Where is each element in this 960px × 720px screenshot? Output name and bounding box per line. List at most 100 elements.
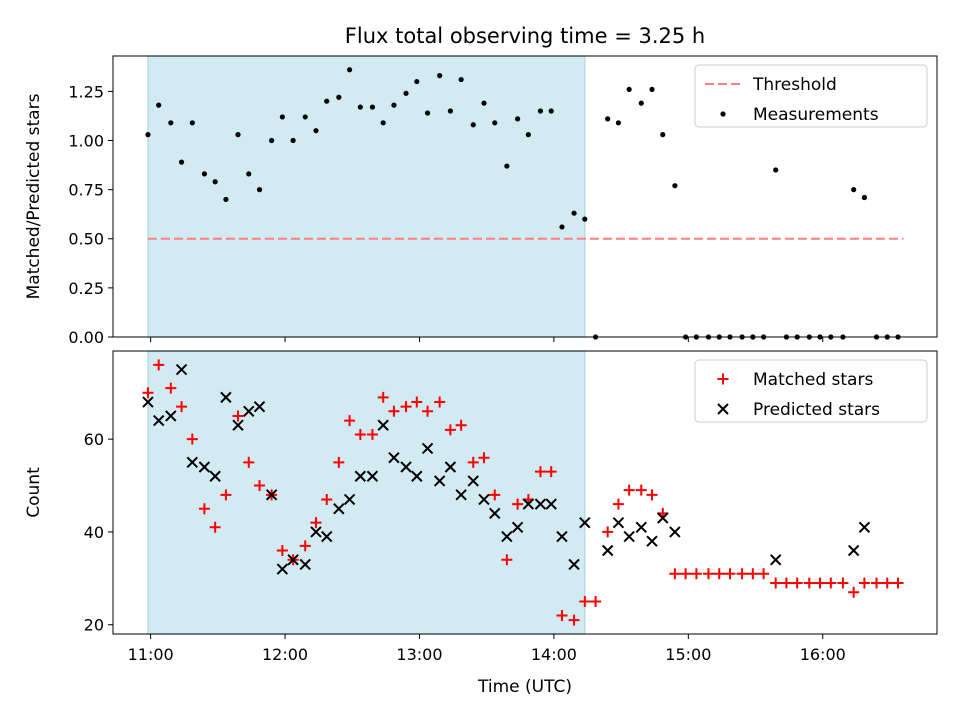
y-tick-label: 0.50 (68, 230, 104, 249)
data-point (848, 586, 860, 598)
data-point (377, 419, 389, 431)
data-point (321, 530, 333, 543)
data-point (626, 86, 632, 93)
data-point (299, 558, 311, 571)
data-point (232, 419, 244, 431)
data-point (437, 73, 443, 79)
data-point (702, 568, 714, 580)
data-point (189, 120, 195, 126)
data-point (590, 596, 602, 608)
data-point (525, 132, 531, 138)
data-point (481, 100, 487, 106)
data-point (175, 363, 188, 376)
data-point (467, 456, 479, 468)
data-point (380, 120, 386, 126)
data-point (522, 498, 535, 510)
data-point (623, 530, 635, 543)
data-point (545, 498, 557, 510)
data-point (615, 120, 622, 126)
shaded-interval (147, 55, 586, 338)
data-point (545, 466, 557, 478)
data-point (400, 461, 412, 473)
data-point (152, 414, 165, 427)
data-point (672, 183, 678, 189)
data-point (321, 493, 333, 505)
data-point (724, 568, 736, 580)
data-point (467, 475, 479, 487)
data-point (447, 108, 453, 114)
data-point (168, 120, 174, 126)
data-point (176, 401, 188, 413)
data-point (310, 517, 322, 529)
data-point (501, 530, 513, 543)
data-point (511, 521, 524, 534)
data-point (346, 67, 353, 73)
data-point (601, 544, 614, 557)
data-point (343, 493, 356, 506)
data-point (858, 521, 871, 534)
series-measurements (145, 67, 901, 340)
y-tick-label: 0.75 (68, 181, 104, 200)
data-point (444, 424, 456, 436)
legend: Threshold Measurements (694, 64, 928, 128)
data-point (470, 122, 476, 128)
data-point (858, 577, 870, 589)
data-point (290, 137, 296, 144)
data-point (276, 563, 289, 575)
x-axis-label: Time (UTC) (477, 677, 572, 697)
data-point (579, 596, 591, 608)
data-point (421, 442, 434, 455)
data-point (646, 535, 658, 547)
data-point (492, 120, 498, 126)
data-point (769, 554, 782, 566)
data-point (504, 163, 510, 169)
data-point (690, 568, 702, 580)
data-point (803, 577, 815, 589)
series-predicted-stars (142, 363, 871, 575)
legend-handle (717, 403, 729, 415)
axes-frame (112, 55, 938, 338)
data-point (455, 489, 467, 501)
y-axis-label: Matched/Predicted stars (24, 93, 44, 299)
x-tick-label: 12:00 (262, 645, 308, 664)
data-point (424, 110, 431, 116)
legend-box (694, 359, 928, 423)
data-point (825, 577, 837, 589)
data-point (336, 94, 342, 100)
data-point (537, 108, 544, 114)
data-point (313, 128, 319, 134)
data-point (186, 456, 199, 469)
data-point (638, 100, 644, 106)
data-point (400, 401, 412, 413)
data-point (198, 461, 211, 473)
x-tick-label: 11:00 (128, 645, 174, 664)
data-point (515, 116, 521, 122)
data-point (243, 456, 255, 468)
data-point (333, 456, 345, 468)
legend-label: Matched stars (753, 370, 873, 390)
data-point (433, 475, 446, 487)
x-tick-label: 13:00 (396, 645, 442, 664)
data-point (366, 429, 378, 441)
data-point (253, 400, 266, 413)
data-point (388, 405, 400, 417)
data-point (269, 137, 275, 144)
data-point (892, 577, 904, 589)
data-point (458, 76, 464, 83)
legend-handle (720, 111, 726, 117)
data-point (246, 171, 252, 177)
data-point (669, 526, 681, 538)
data-point (299, 540, 311, 552)
data-point (142, 396, 154, 408)
data-point (747, 568, 759, 580)
data-point (881, 577, 893, 589)
axes-frame (112, 350, 938, 635)
y-tick-label: 40 (84, 523, 104, 542)
legend-label: Threshold (752, 75, 837, 95)
data-point (501, 554, 513, 566)
data-point (791, 577, 803, 589)
data-point (165, 410, 177, 422)
shaded-interval (147, 350, 586, 635)
data-point (369, 104, 376, 110)
